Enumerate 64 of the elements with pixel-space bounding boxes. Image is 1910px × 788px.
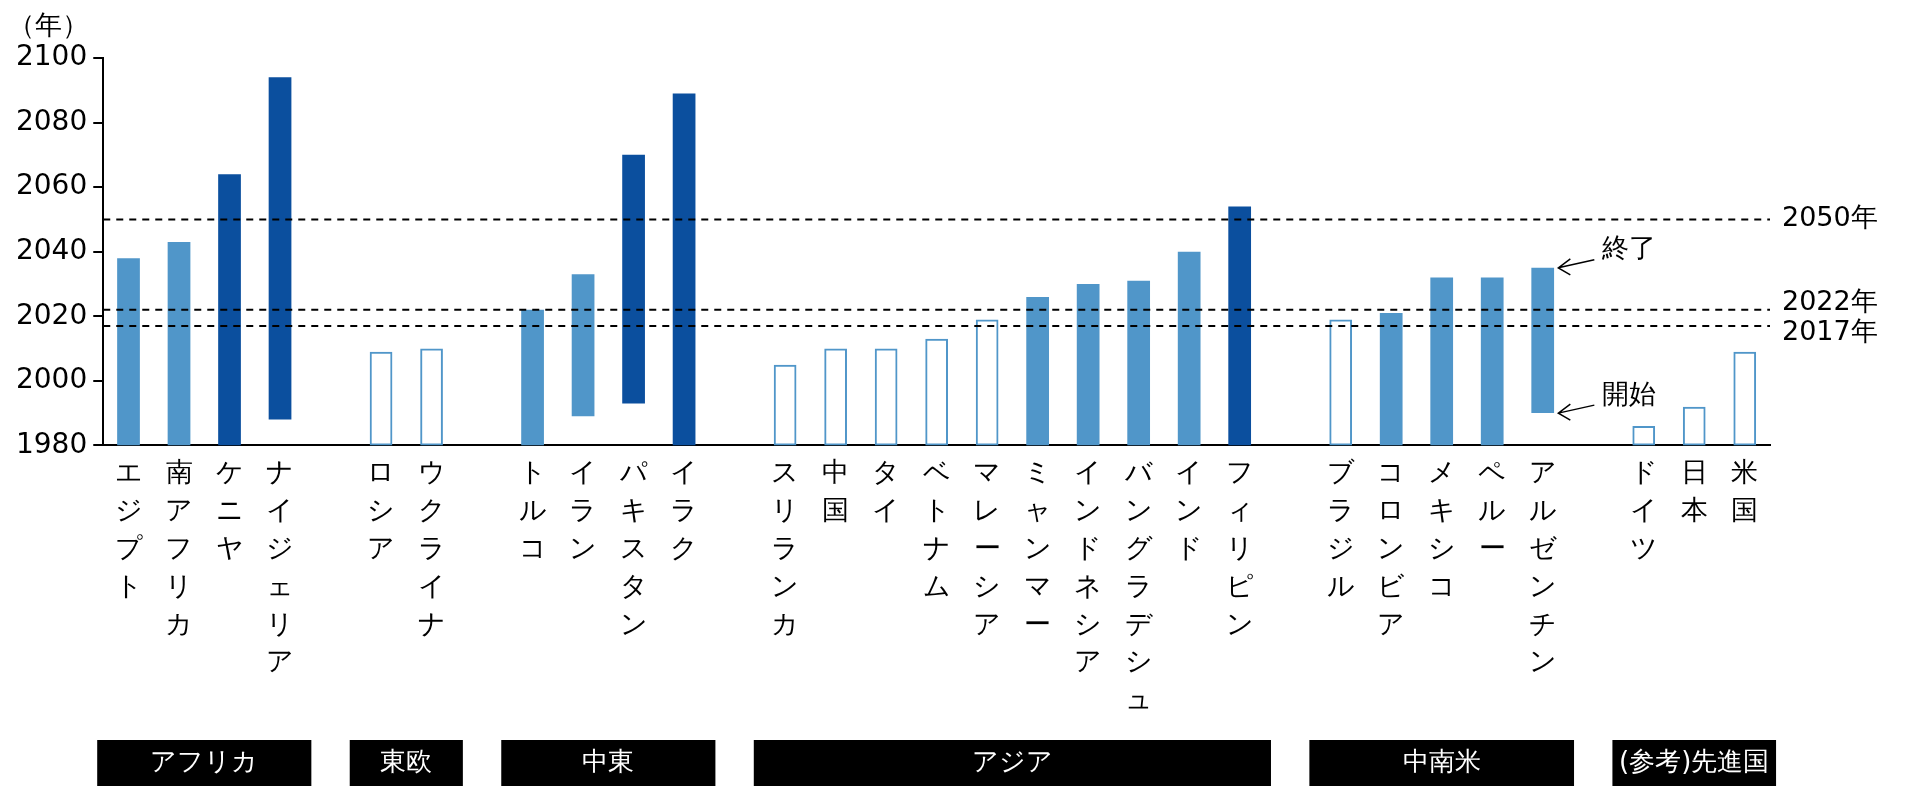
x-tick-label: ペルー — [1478, 456, 1507, 563]
y-tick-label: 2040 — [15, 232, 88, 266]
bar — [1379, 313, 1403, 446]
text: 東欧 — [380, 745, 433, 776]
x-tick-label: アルゼンチン — [1528, 456, 1557, 677]
x-tick-label: スリランカ — [771, 456, 800, 639]
x-tick-label: ナイジェリア — [266, 456, 295, 677]
bar — [1480, 277, 1504, 446]
bar — [1531, 267, 1555, 414]
x-tick-label: バングラデシュ — [1123, 456, 1154, 715]
text: 中東 — [582, 745, 635, 776]
x-tick-label: イラン — [569, 456, 598, 563]
ref-line-label: 2022年 — [1782, 284, 1878, 316]
x-tick-label: トルコ — [518, 456, 547, 563]
bar — [521, 309, 544, 446]
ref-line-label: 2017年 — [1782, 314, 1878, 346]
x-tick-label: メキシコ — [1427, 456, 1456, 601]
x-tick-label: フィリピン — [1225, 456, 1254, 639]
y-tick-label: 2060 — [15, 168, 88, 202]
x-tick-label: 日本 — [1680, 456, 1708, 526]
x-tick-label: パキスタン — [618, 456, 648, 639]
bar — [1127, 280, 1151, 446]
text: アフリカ — [150, 745, 259, 776]
y-axis-title: （年） — [7, 8, 89, 40]
x-tick-label: インド — [1175, 456, 1204, 563]
bar — [167, 242, 191, 446]
annotation: 開始 — [1602, 377, 1657, 409]
text: 中南米 — [1402, 745, 1481, 776]
x-tick-label: ウクライナ — [417, 456, 446, 639]
y-tick-label: 1980 — [15, 426, 88, 460]
y-tick-label: 2020 — [15, 297, 88, 331]
x-tick-label: ケニヤ — [215, 456, 244, 563]
bar — [218, 174, 241, 446]
text: (参考)先進国 — [1619, 745, 1770, 776]
x-tick-label: タイ — [872, 456, 901, 526]
x-tick-label: ベトナム — [922, 456, 951, 601]
text: アジア — [971, 745, 1053, 776]
x-tick-label: ドイツ — [1629, 456, 1658, 563]
x-tick-label: 米国 — [1731, 456, 1759, 526]
y-tick-label: 2080 — [15, 103, 88, 137]
y-tick-label: 2100 — [15, 39, 88, 73]
x-tick-label: ミャンマー — [1023, 456, 1052, 639]
x-tick-label: ロシア — [367, 456, 396, 563]
bar — [622, 154, 645, 404]
x-tick-label: ブラジル — [1326, 456, 1355, 601]
x-tick-label: エジプト — [114, 456, 143, 601]
x-tick-label: コロンビア — [1377, 456, 1406, 639]
x-tick-label: 中国 — [822, 456, 850, 526]
x-tick-label: イラク — [670, 456, 699, 563]
bar — [1177, 251, 1201, 446]
x-tick-label: インドネシア — [1074, 456, 1103, 677]
annotation: 終了 — [1601, 232, 1657, 264]
ref-line-label: 2050年 — [1782, 201, 1878, 233]
bar — [571, 274, 595, 417]
bar — [117, 258, 140, 446]
x-tick-label: 南アフリカ — [165, 456, 194, 639]
bar — [1076, 283, 1100, 446]
bar — [268, 77, 292, 420]
bar — [1026, 296, 1050, 446]
y-tick-label: 2000 — [15, 362, 88, 396]
bar — [1228, 206, 1252, 446]
bar — [1430, 277, 1454, 446]
x-tick-label: マレーシア — [973, 456, 1002, 639]
bar — [672, 93, 696, 446]
